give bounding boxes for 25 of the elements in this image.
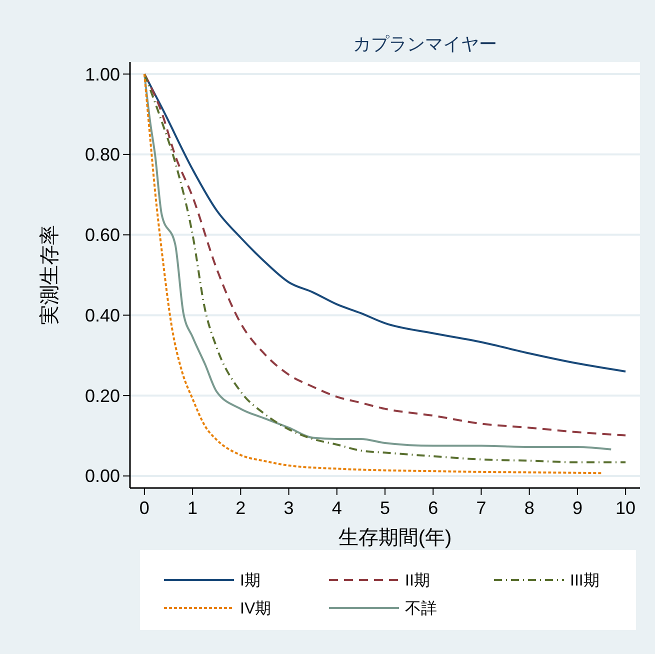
x-axis-title: 生存期間(年) — [338, 527, 452, 549]
x-tick-label: 0 — [139, 498, 150, 518]
x-tick-label: 9 — [572, 498, 582, 518]
y-tick-label: 1.00 — [84, 64, 120, 84]
y-tick-label: 0.20 — [84, 386, 120, 406]
chart-title: カプランマイヤー — [353, 34, 497, 54]
x-tick-label: 5 — [380, 498, 390, 518]
x-tick-label: 7 — [476, 498, 486, 518]
x-tick-label: 3 — [284, 498, 294, 518]
x-tick-label: 4 — [332, 498, 342, 518]
x-tick-label: 6 — [428, 498, 438, 518]
legend-label: III期 — [570, 572, 600, 590]
x-tick-label: 1 — [188, 498, 198, 518]
y-tick-label: 0.60 — [84, 225, 120, 246]
x-tick-label: 8 — [524, 498, 534, 518]
legend-label: IV期 — [240, 600, 272, 618]
y-axis-title: 実測生存率 — [38, 225, 61, 325]
y-tick-label: 0.00 — [84, 466, 120, 486]
legend-label: 不詳 — [405, 600, 437, 618]
y-tick-label: 0.40 — [84, 305, 120, 326]
x-tick-label: 2 — [236, 498, 246, 518]
legend-label: I期 — [240, 572, 260, 590]
legend-label: II期 — [405, 572, 430, 590]
y-tick-label: 0.80 — [84, 144, 120, 165]
x-tick-label: 10 — [616, 498, 636, 518]
